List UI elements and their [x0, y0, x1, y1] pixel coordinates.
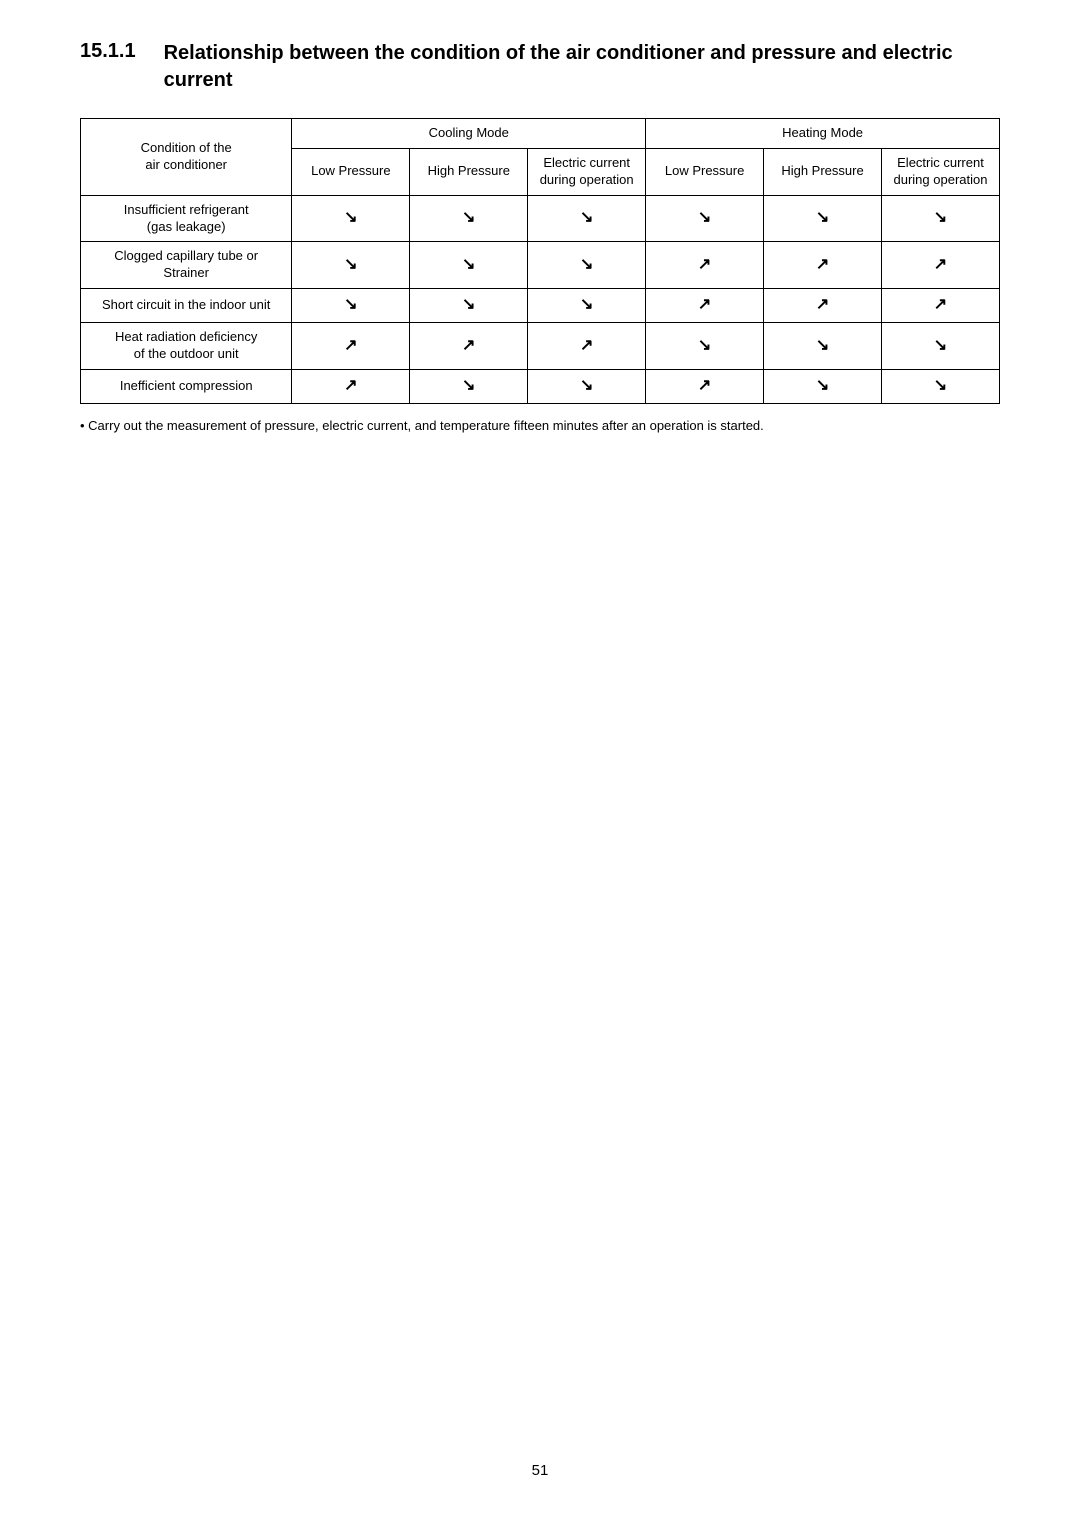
header-cooling-low-pressure: Low Pressure [292, 148, 410, 195]
arrow-down-icon: ↘ [934, 377, 947, 394]
arrow-down-icon: ↘ [816, 337, 829, 354]
table-row: Short circuit in the indoor unit ↘ ↘ ↘ ↗ ↗ ↗ [81, 289, 1000, 323]
arrow-cell: ↘ [528, 289, 646, 323]
table-row: Heat radiation deficiencyof the outdoor … [81, 323, 1000, 370]
heading-number: 15.1.1 [80, 40, 136, 63]
arrow-up-icon: ↗ [462, 337, 475, 354]
header-heating-high-pressure: High Pressure [764, 148, 882, 195]
arrow-down-icon: ↘ [462, 377, 475, 394]
arrow-down-icon: ↘ [580, 209, 593, 226]
arrow-cell: ↗ [646, 242, 764, 289]
arrow-cell: ↗ [764, 289, 882, 323]
condition-cell: Heat radiation deficiencyof the outdoor … [81, 323, 292, 370]
arrow-up-icon: ↗ [580, 337, 593, 354]
section-heading: 15.1.1 Relationship between the conditio… [80, 40, 1000, 94]
arrow-down-icon: ↘ [816, 377, 829, 394]
header-cooling-electric-current: Electric currentduring operation [528, 148, 646, 195]
arrow-down-icon: ↘ [344, 256, 357, 273]
arrow-cell: ↗ [881, 242, 999, 289]
table-row: Clogged capillary tube orStrainer ↘ ↘ ↘ ↗ ↗ ↗ [81, 242, 1000, 289]
arrow-cell: ↗ [410, 323, 528, 370]
header-heating-electric-current: Electric currentduring operation [881, 148, 999, 195]
arrow-cell: ↘ [410, 289, 528, 323]
page-number: 51 [0, 1462, 1080, 1479]
arrow-down-icon: ↘ [580, 296, 593, 313]
arrow-cell: ↘ [410, 242, 528, 289]
arrow-down-icon: ↘ [462, 209, 475, 226]
arrow-up-icon: ↗ [816, 256, 829, 273]
arrow-cell: ↘ [292, 289, 410, 323]
header-cooling-mode: Cooling Mode [292, 119, 646, 149]
arrow-cell: ↘ [528, 369, 646, 403]
arrow-down-icon: ↘ [580, 256, 593, 273]
arrow-cell: ↗ [881, 289, 999, 323]
table-row: Inefficient compression ↗ ↘ ↘ ↗ ↘ ↘ [81, 369, 1000, 403]
arrow-cell: ↗ [292, 369, 410, 403]
arrow-cell: ↘ [410, 195, 528, 242]
arrow-down-icon: ↘ [462, 256, 475, 273]
arrow-cell: ↘ [881, 323, 999, 370]
arrow-cell: ↗ [292, 323, 410, 370]
heading-title: Relationship between the condition of th… [164, 40, 1000, 94]
arrow-down-icon: ↘ [698, 209, 711, 226]
arrow-cell: ↘ [528, 242, 646, 289]
arrow-up-icon: ↗ [698, 377, 711, 394]
header-condition: Condition of theair conditioner [81, 119, 292, 196]
condition-cell: Short circuit in the indoor unit [81, 289, 292, 323]
arrow-cell: ↘ [528, 195, 646, 242]
condition-cell: Clogged capillary tube orStrainer [81, 242, 292, 289]
arrow-down-icon: ↘ [580, 377, 593, 394]
arrow-down-icon: ↘ [698, 337, 711, 354]
header-heating-low-pressure: Low Pressure [646, 148, 764, 195]
arrow-up-icon: ↗ [344, 377, 357, 394]
condition-table: Condition of theair conditioner Cooling … [80, 118, 1000, 404]
arrow-up-icon: ↗ [698, 256, 711, 273]
arrow-cell: ↘ [764, 195, 882, 242]
arrow-cell: ↘ [292, 195, 410, 242]
note-text: • Carry out the measurement of pressure,… [80, 418, 1000, 433]
arrow-down-icon: ↘ [934, 209, 947, 226]
arrow-cell: ↘ [881, 369, 999, 403]
arrow-up-icon: ↗ [934, 296, 947, 313]
condition-cell: Insufficient refrigerant(gas leakage) [81, 195, 292, 242]
arrow-cell: ↘ [764, 369, 882, 403]
arrow-cell: ↘ [410, 369, 528, 403]
arrow-up-icon: ↗ [816, 296, 829, 313]
header-cooling-high-pressure: High Pressure [410, 148, 528, 195]
arrow-up-icon: ↗ [698, 296, 711, 313]
table-row: Insufficient refrigerant(gas leakage) ↘ ↘ ↘… [81, 195, 1000, 242]
arrow-up-icon: ↗ [344, 337, 357, 354]
header-heating-mode: Heating Mode [646, 119, 1000, 149]
arrow-cell: ↘ [646, 195, 764, 242]
arrow-cell: ↘ [764, 323, 882, 370]
arrow-down-icon: ↘ [462, 296, 475, 313]
arrow-cell: ↘ [881, 195, 999, 242]
arrow-down-icon: ↘ [934, 337, 947, 354]
arrow-cell: ↗ [646, 289, 764, 323]
arrow-down-icon: ↘ [816, 209, 829, 226]
arrow-cell: ↘ [292, 242, 410, 289]
arrow-cell: ↗ [528, 323, 646, 370]
condition-cell: Inefficient compression [81, 369, 292, 403]
arrow-cell: ↘ [646, 323, 764, 370]
arrow-up-icon: ↗ [934, 256, 947, 273]
arrow-cell: ↗ [764, 242, 882, 289]
arrow-down-icon: ↘ [344, 209, 357, 226]
arrow-cell: ↗ [646, 369, 764, 403]
arrow-down-icon: ↘ [344, 296, 357, 313]
